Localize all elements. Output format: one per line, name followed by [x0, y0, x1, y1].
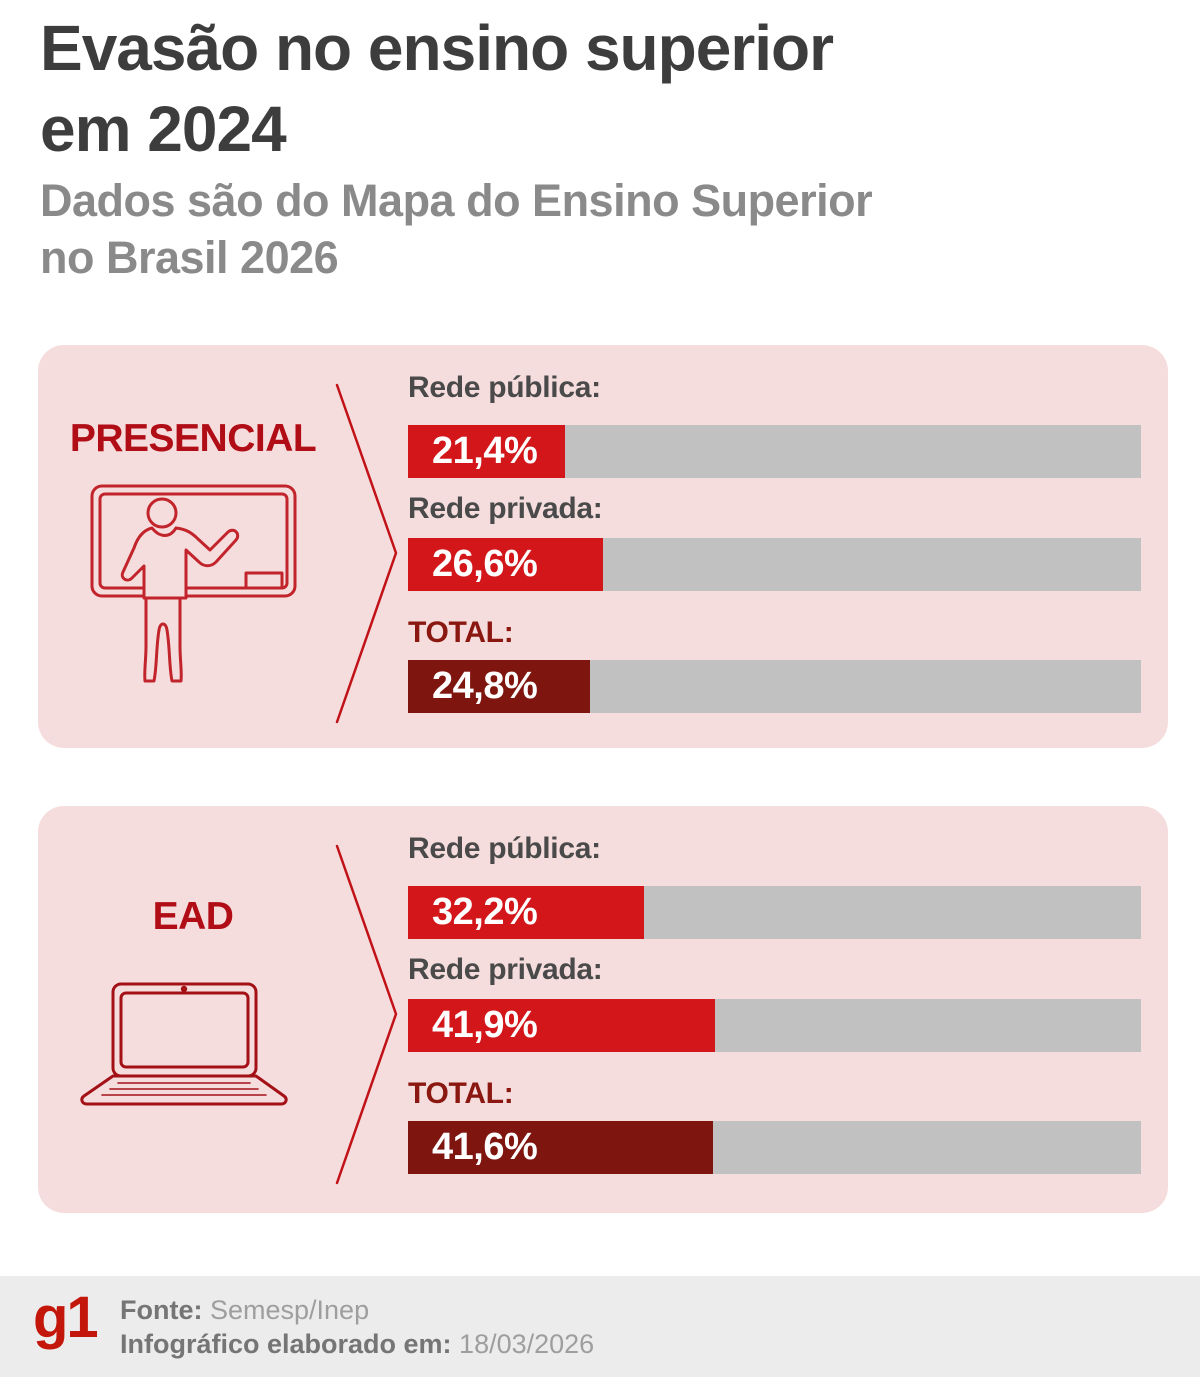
- date-line: Infográfico elaborado em: 18/03/2026: [120, 1327, 594, 1361]
- g1-logo: g1: [33, 1285, 99, 1350]
- credits: Fonte: Semesp/Inep Infográfico elaborado…: [120, 1293, 594, 1361]
- bar-label: Rede privada:: [408, 953, 603, 986]
- bar-value: 41,9%: [432, 1004, 538, 1046]
- panel-ead: EAD Rede pública: 32,2%: [38, 806, 1168, 1213]
- source-value: Semesp/Inep: [202, 1295, 370, 1325]
- source-label: Fonte:: [120, 1295, 203, 1325]
- bar-label: Rede pública:: [408, 371, 601, 404]
- bar-value: 26,6%: [432, 543, 538, 585]
- bar-track: 26,6%: [408, 538, 1141, 591]
- bar-track: 41,9%: [408, 999, 1141, 1052]
- footer: g1 Fonte: Semesp/Inep Infográfico elabor…: [0, 1276, 1200, 1377]
- bar-track: 32,2%: [408, 886, 1141, 939]
- page-subtitle: Dados são do Mapa do Ensino Superior no …: [40, 172, 873, 286]
- bar-group-presencial: Rede pública: 21,4% Rede privada: 26,6% …: [408, 345, 1141, 748]
- bar-fill: 41,9%: [408, 999, 716, 1052]
- page-subtitle-line1: Dados são do Mapa do Ensino Superior: [40, 175, 873, 226]
- date-value: 18/03/2026: [451, 1329, 595, 1359]
- bar-value: 21,4%: [432, 430, 538, 472]
- bar-value: 41,6%: [432, 1126, 538, 1168]
- bar-fill: 32,2%: [408, 886, 645, 939]
- bar-fill: 26,6%: [408, 538, 603, 591]
- bar-fill-total: 41,6%: [408, 1121, 713, 1174]
- source-line: Fonte: Semesp/Inep: [120, 1293, 594, 1327]
- section-label-presencial: PRESENCIAL: [69, 417, 317, 460]
- bar-label: Rede privada:: [408, 492, 603, 525]
- bar-track: 41,6%: [408, 1121, 1141, 1174]
- bar-value: 24,8%: [432, 665, 538, 707]
- bar-label-total: TOTAL:: [408, 1077, 514, 1110]
- date-label: Infográfico elaborado em:: [120, 1329, 452, 1359]
- bar-group-ead: Rede pública: 32,2% Rede privada: 41,9% …: [408, 806, 1141, 1213]
- chevron-right-icon: [334, 842, 400, 1188]
- bar-fill: 21,4%: [408, 425, 565, 478]
- panel-presencial: PRESENCIAL Rede pública: 21,4%: [38, 345, 1168, 748]
- bar-value: 32,2%: [432, 891, 538, 933]
- chevron-right-icon: [334, 381, 400, 727]
- bar-fill-total: 24,8%: [408, 660, 590, 713]
- bar-track: 21,4%: [408, 425, 1141, 478]
- bar-label-total: TOTAL:: [408, 616, 514, 649]
- teacher-board-icon: [90, 478, 297, 692]
- bar-label: Rede pública:: [408, 832, 601, 865]
- section-label-ead: EAD: [152, 895, 234, 938]
- bar-track: 24,8%: [408, 660, 1141, 713]
- laptop-icon: [80, 982, 288, 1107]
- page-subtitle-line2: no Brasil 2026: [40, 232, 339, 283]
- page-title: Evasão no ensino superior em 2024: [40, 8, 834, 170]
- page-title-line1: Evasão no ensino superior: [40, 12, 834, 84]
- page-title-line2: em 2024: [40, 93, 287, 165]
